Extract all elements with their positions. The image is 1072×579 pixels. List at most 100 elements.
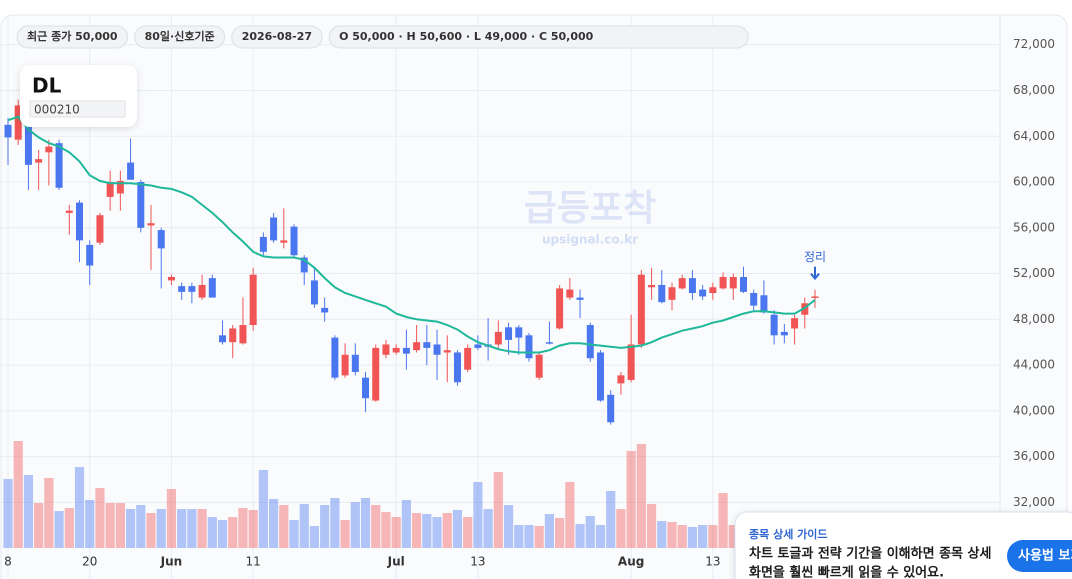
volume-bar bbox=[95, 488, 105, 548]
volume-bar bbox=[330, 498, 340, 548]
volume-bar bbox=[125, 509, 136, 548]
volume-bar bbox=[657, 521, 667, 548]
volume-bar bbox=[289, 520, 299, 548]
volume-bar bbox=[452, 510, 463, 548]
candle-body bbox=[739, 276, 747, 292]
candle-body bbox=[24, 124, 32, 165]
volume-bar bbox=[595, 525, 606, 548]
volume-bar bbox=[534, 526, 544, 548]
candle-body bbox=[290, 226, 298, 256]
candle-body bbox=[566, 289, 574, 298]
chart-panel bbox=[0, 14, 1068, 579]
candle-body bbox=[188, 286, 196, 292]
volume-bar bbox=[268, 499, 279, 548]
volume-bar bbox=[555, 518, 565, 548]
volume-bar bbox=[728, 525, 738, 548]
volume-bar bbox=[432, 517, 442, 548]
volume-bar bbox=[412, 513, 422, 548]
volume-bar bbox=[54, 511, 64, 548]
volume-bar bbox=[64, 508, 74, 548]
candle-body bbox=[678, 278, 686, 289]
candle-body bbox=[627, 344, 635, 380]
candle-body bbox=[668, 287, 676, 300]
candle-body bbox=[658, 284, 666, 303]
x-tick-label: 8 bbox=[4, 555, 12, 569]
candle-body bbox=[157, 230, 165, 249]
x-tick-label: 11 bbox=[246, 555, 261, 569]
volume-bar bbox=[187, 509, 197, 548]
candle-body bbox=[770, 314, 778, 336]
y-tick-label: 48,000 bbox=[1013, 312, 1055, 326]
candle-body bbox=[433, 344, 441, 355]
volume-bar bbox=[473, 482, 483, 548]
candle-body bbox=[576, 297, 584, 300]
candle-body bbox=[637, 274, 645, 345]
guide-button[interactable] bbox=[1007, 540, 1072, 572]
pill-text: O 50,000 · H 50,600 · L 49,000 · C 50,00… bbox=[339, 30, 594, 43]
candle-body bbox=[351, 354, 359, 372]
volume-bar bbox=[360, 498, 371, 548]
pill-text: 80일·신호기준 bbox=[145, 29, 215, 43]
volume-bar bbox=[381, 512, 391, 548]
volume-bar bbox=[646, 504, 657, 548]
candle-body bbox=[699, 289, 707, 297]
volume-bar bbox=[207, 517, 217, 548]
volume-bar bbox=[677, 525, 687, 548]
candle-body bbox=[556, 288, 564, 329]
header-pills: 최근 종가 50,000 80일·신호기준 2026-08-27 O 50,000 ·… bbox=[16, 25, 749, 49]
candle-body bbox=[372, 347, 380, 401]
x-tick-label: 13 bbox=[705, 555, 720, 569]
candle-body bbox=[760, 295, 768, 313]
volume-bar bbox=[626, 451, 636, 548]
candle-body bbox=[147, 223, 155, 226]
candle-body bbox=[86, 244, 94, 266]
candle-body bbox=[65, 210, 73, 213]
volume-bar bbox=[309, 526, 320, 548]
watermark-url: upsignal.co.kr bbox=[542, 233, 638, 247]
volume-bar bbox=[44, 478, 54, 548]
x-tick-label: Jun bbox=[160, 555, 183, 569]
guide-button-label[interactable]: 사용법 보기 bbox=[1018, 548, 1072, 564]
volume-bar bbox=[585, 516, 595, 548]
candle-body bbox=[14, 105, 22, 140]
candle-body bbox=[453, 352, 461, 383]
y-tick-label: 68,000 bbox=[1013, 83, 1055, 97]
candle-body bbox=[515, 327, 523, 338]
pill-bg bbox=[16, 25, 129, 49]
candle-body bbox=[167, 276, 175, 281]
y-tick-label: 56,000 bbox=[1013, 220, 1055, 234]
candle-body bbox=[208, 278, 216, 298]
volume-bar bbox=[34, 503, 44, 548]
candle-body bbox=[464, 347, 472, 370]
volume-bar bbox=[442, 513, 452, 548]
candle-body bbox=[45, 146, 53, 153]
volume-bar bbox=[279, 505, 289, 548]
candle-body bbox=[331, 337, 339, 378]
candle-body bbox=[249, 274, 257, 326]
candle-body bbox=[137, 182, 145, 228]
candle-body bbox=[127, 162, 135, 180]
candle-body bbox=[106, 182, 114, 197]
candle-body bbox=[719, 276, 727, 289]
annotation-label: 정리 bbox=[804, 250, 826, 264]
volume-bar bbox=[115, 503, 125, 548]
pill: 최근 종가 50,000 bbox=[16, 25, 129, 49]
volume-bar bbox=[463, 517, 473, 548]
volume-bar bbox=[503, 505, 514, 548]
pill-bg bbox=[328, 25, 749, 49]
volume-bar bbox=[606, 491, 616, 548]
volume-bar bbox=[299, 504, 309, 548]
ticker-card: DL 000210 bbox=[20, 65, 137, 127]
y-tick-label: 60,000 bbox=[1013, 175, 1055, 189]
candle-body bbox=[239, 325, 247, 344]
annotation: 정리 bbox=[804, 250, 826, 281]
candle-body bbox=[688, 278, 696, 293]
volume-bar bbox=[565, 482, 575, 548]
volume-bar bbox=[340, 520, 350, 548]
candle-body bbox=[494, 331, 502, 345]
volume-bar bbox=[687, 527, 698, 548]
volume-bar bbox=[636, 444, 646, 548]
candle-body bbox=[525, 335, 533, 359]
y-tick-label: 72,000 bbox=[1013, 37, 1055, 51]
